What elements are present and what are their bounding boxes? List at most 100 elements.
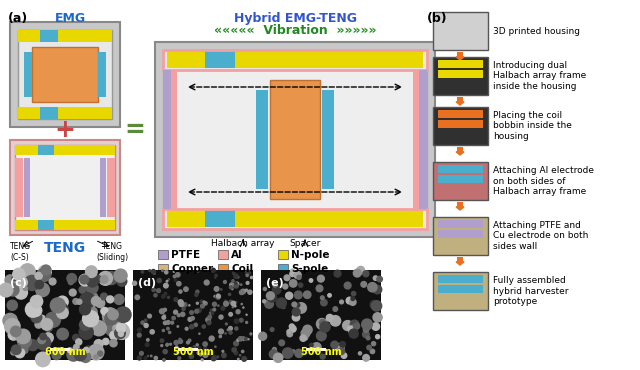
Circle shape [208, 315, 211, 319]
Circle shape [28, 308, 38, 318]
Circle shape [23, 286, 28, 290]
Circle shape [214, 296, 216, 297]
Circle shape [54, 348, 63, 356]
Bar [419, 70, 427, 209]
Circle shape [177, 282, 181, 286]
Circle shape [235, 327, 238, 330]
Circle shape [214, 287, 219, 291]
Circle shape [370, 349, 374, 354]
Circle shape [340, 342, 346, 347]
Bar [163, 209, 427, 229]
Text: Halbach array: Halbach array [211, 239, 275, 249]
Circle shape [234, 351, 237, 354]
Circle shape [362, 319, 372, 330]
Circle shape [237, 276, 239, 278]
Bar [261, 270, 381, 360]
Circle shape [184, 287, 188, 292]
Circle shape [67, 273, 77, 283]
Bar [163, 70, 171, 209]
Circle shape [216, 295, 220, 298]
Circle shape [237, 339, 239, 341]
Bar [438, 275, 483, 283]
Circle shape [207, 352, 209, 354]
Circle shape [79, 325, 93, 339]
Circle shape [15, 286, 28, 299]
Circle shape [12, 276, 17, 280]
Bar [163, 50, 427, 70]
Circle shape [132, 281, 137, 285]
Bar [413, 70, 419, 209]
Bar [10, 22, 120, 127]
Circle shape [202, 325, 205, 328]
Circle shape [237, 276, 239, 278]
Circle shape [175, 347, 180, 352]
Circle shape [77, 299, 82, 304]
Circle shape [26, 279, 35, 286]
Bar [178, 348, 198, 350]
Text: +: + [54, 118, 76, 142]
Circle shape [211, 357, 216, 361]
Bar [438, 230, 483, 238]
Circle shape [35, 280, 44, 289]
Circle shape [73, 299, 79, 304]
Circle shape [283, 284, 288, 289]
Circle shape [163, 321, 167, 324]
Circle shape [211, 268, 215, 272]
Circle shape [362, 331, 369, 338]
Text: TENG
(Sliding): TENG (Sliding) [96, 242, 128, 262]
Circle shape [44, 323, 52, 332]
Circle shape [218, 305, 219, 306]
Circle shape [225, 323, 227, 325]
Text: Al: Al [231, 250, 243, 260]
Bar [5, 270, 125, 360]
Text: (d): (d) [138, 278, 156, 288]
Circle shape [265, 300, 273, 308]
Circle shape [373, 276, 378, 280]
Circle shape [150, 330, 154, 334]
Circle shape [189, 305, 190, 306]
Circle shape [199, 333, 200, 334]
Circle shape [37, 268, 51, 282]
Circle shape [279, 340, 285, 346]
Circle shape [83, 347, 89, 353]
Circle shape [174, 297, 178, 301]
Circle shape [269, 350, 278, 359]
Circle shape [296, 303, 300, 307]
Bar [24, 52, 32, 97]
Circle shape [234, 341, 239, 346]
Circle shape [372, 342, 376, 346]
Circle shape [102, 308, 118, 323]
Circle shape [162, 270, 163, 272]
Bar [167, 209, 423, 217]
Bar [32, 47, 98, 102]
Text: TENG: TENG [44, 241, 86, 255]
Bar [15, 220, 115, 230]
Circle shape [194, 323, 197, 327]
Circle shape [228, 293, 230, 295]
Circle shape [316, 331, 326, 341]
Circle shape [358, 352, 362, 355]
Text: Attaching PTFE and
Cu electrode on both
sides wall: Attaching PTFE and Cu electrode on both … [493, 221, 588, 251]
Circle shape [152, 288, 156, 292]
Circle shape [35, 315, 46, 326]
Circle shape [200, 304, 204, 308]
Text: 3D printed housing: 3D printed housing [493, 27, 580, 36]
Circle shape [320, 354, 325, 359]
Circle shape [5, 275, 15, 285]
Circle shape [294, 272, 301, 279]
Bar [155, 42, 435, 237]
Circle shape [49, 278, 56, 285]
Circle shape [197, 309, 201, 312]
Circle shape [351, 297, 355, 300]
Circle shape [282, 348, 293, 358]
Circle shape [174, 340, 179, 345]
Circle shape [266, 292, 275, 300]
Circle shape [338, 348, 345, 354]
Bar [24, 158, 30, 217]
Text: PTFE: PTFE [171, 250, 200, 260]
Bar [433, 57, 488, 95]
Bar [38, 145, 54, 155]
Circle shape [203, 301, 205, 303]
Circle shape [285, 292, 292, 299]
Bar [433, 12, 488, 50]
